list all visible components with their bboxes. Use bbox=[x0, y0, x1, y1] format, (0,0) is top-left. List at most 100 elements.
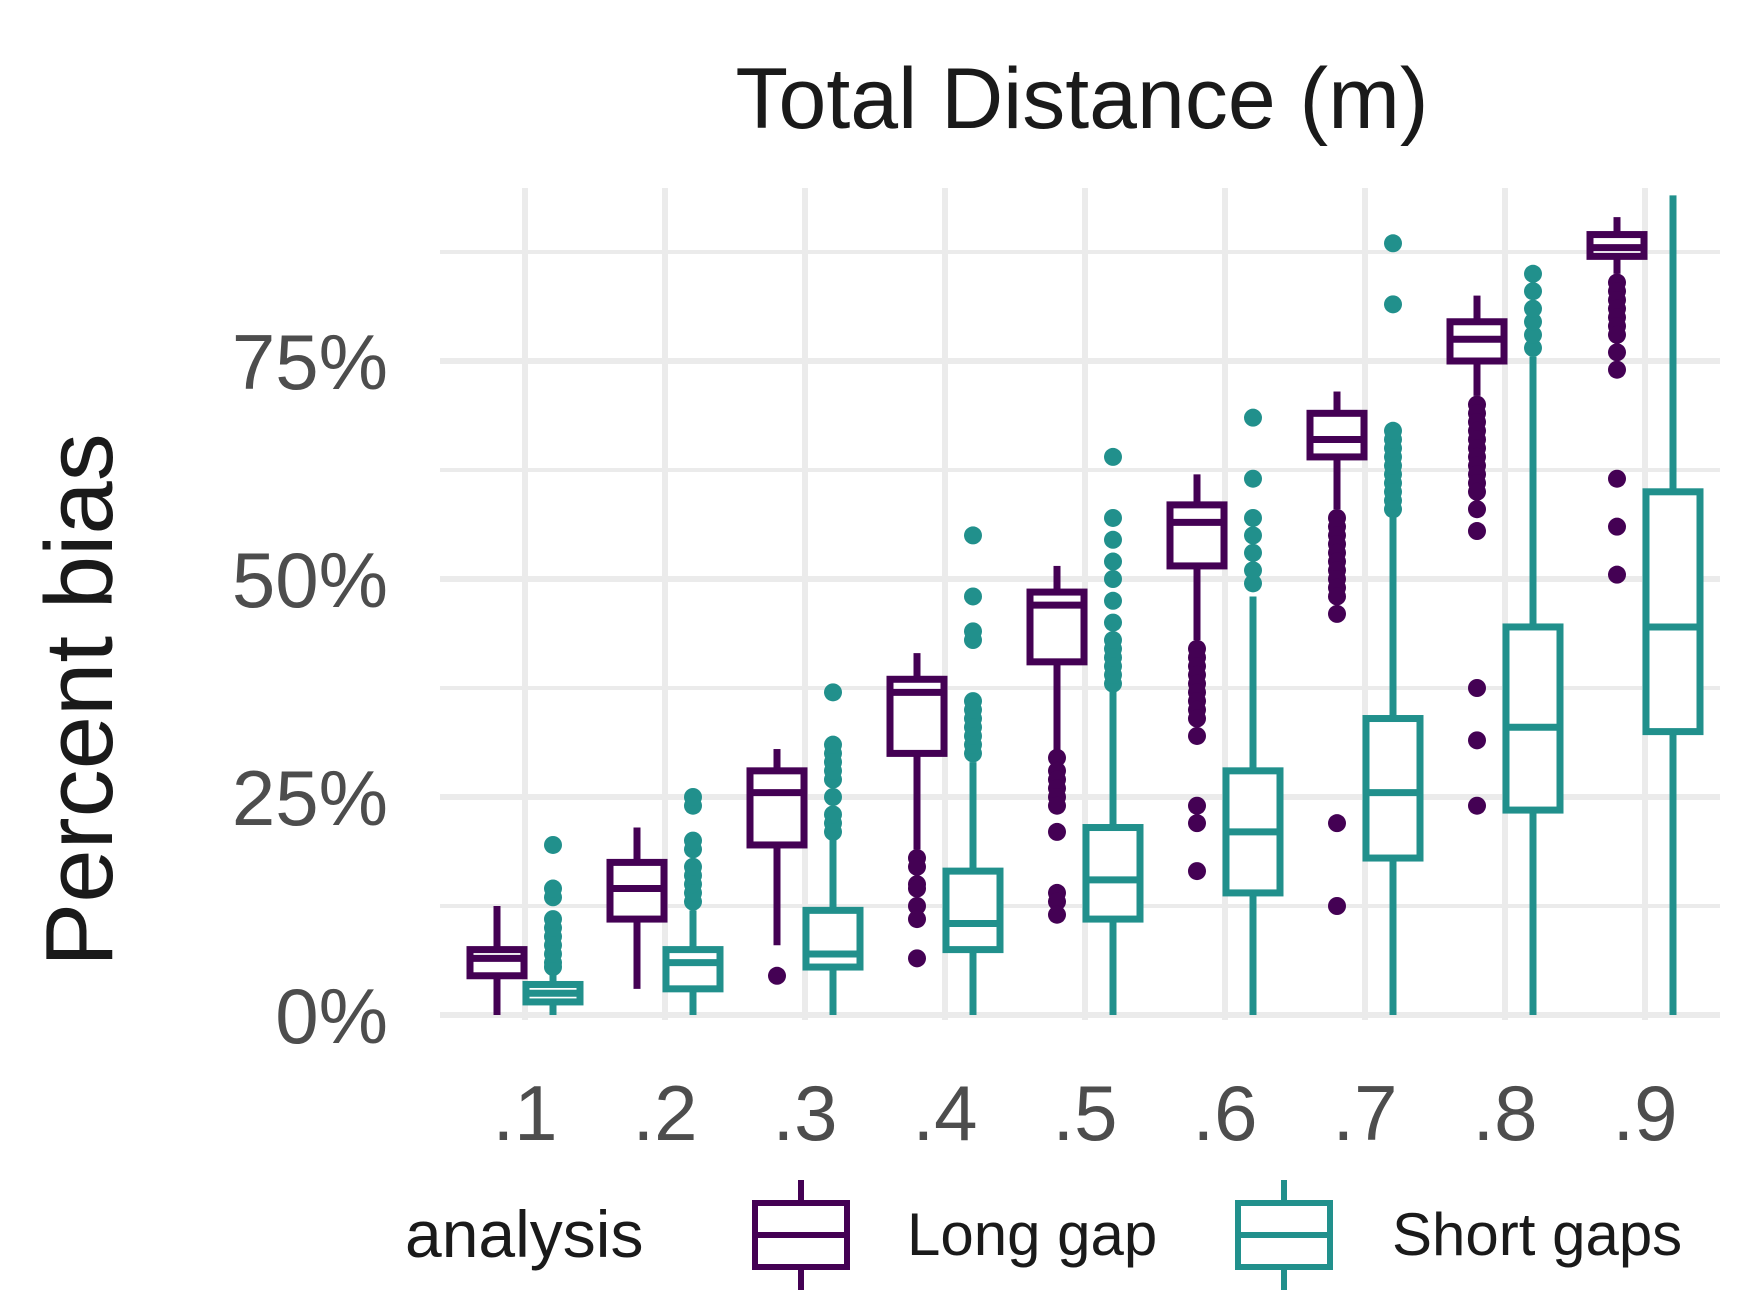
box-iqr bbox=[1502, 623, 1564, 814]
box-long-gap bbox=[1306, 391, 1368, 915]
outlier-point bbox=[1524, 282, 1542, 301]
outlier-point bbox=[908, 897, 926, 915]
box-short-gaps bbox=[1642, 195, 1704, 1015]
box-iqr bbox=[1082, 824, 1144, 923]
outlier-point bbox=[1104, 591, 1122, 610]
outlier-point bbox=[1104, 631, 1122, 650]
outlier-point bbox=[908, 857, 926, 876]
outlier-point bbox=[1048, 905, 1066, 924]
outlier-point bbox=[1104, 570, 1122, 588]
outlier-point bbox=[964, 587, 982, 606]
outlier-point bbox=[1244, 561, 1262, 580]
outlier-point bbox=[1104, 447, 1122, 466]
outlier-point bbox=[908, 910, 926, 929]
outlier-point bbox=[544, 835, 562, 854]
boxes-layer bbox=[466, 195, 1704, 1015]
outlier-point bbox=[1328, 897, 1346, 915]
y-tick-label: 50% bbox=[232, 536, 388, 624]
x-tick-label: .2 bbox=[632, 1069, 697, 1157]
outlier-point bbox=[1608, 517, 1626, 536]
outlier-point bbox=[1608, 325, 1626, 344]
box-short-gaps bbox=[662, 788, 724, 1015]
outlier-point bbox=[1328, 604, 1346, 623]
outlier-point bbox=[1188, 796, 1206, 815]
outlier-point bbox=[1104, 530, 1122, 549]
outlier-point bbox=[964, 526, 982, 545]
y-tick-label: 25% bbox=[232, 754, 388, 842]
box-long-gap bbox=[1026, 565, 1088, 924]
outlier-point bbox=[1328, 814, 1346, 833]
outlier-point bbox=[1188, 862, 1206, 881]
box-iqr bbox=[662, 946, 724, 993]
outlier-point bbox=[1244, 526, 1262, 545]
box-iqr bbox=[746, 767, 808, 849]
legend-key-long-gap bbox=[752, 1180, 850, 1290]
outlier-point bbox=[684, 857, 702, 876]
x-tick-label: .5 bbox=[1052, 1069, 1117, 1157]
outlier-point bbox=[768, 966, 786, 985]
box-long-gap bbox=[1586, 217, 1648, 584]
box-short-gaps bbox=[1362, 234, 1424, 1015]
box-long-gap bbox=[746, 749, 808, 985]
box-long-gap bbox=[466, 906, 528, 1015]
outlier-point bbox=[1524, 264, 1542, 283]
box-iqr bbox=[1306, 409, 1368, 461]
box-short-gaps bbox=[1502, 264, 1564, 1015]
box-long-gap bbox=[1166, 474, 1228, 881]
outlier-point bbox=[1384, 295, 1402, 314]
x-tick-labels: .1 .2 .3 .4 .5 .6 .7 .8 .9 bbox=[492, 1069, 1677, 1157]
x-tick-label: .8 bbox=[1472, 1069, 1537, 1157]
outlier-point bbox=[1328, 587, 1346, 606]
outlier-point bbox=[1468, 679, 1486, 697]
outlier-point bbox=[824, 683, 842, 702]
outlier-point bbox=[1384, 421, 1402, 440]
outlier-point bbox=[1188, 814, 1206, 833]
legend-key-short-gaps bbox=[1235, 1180, 1333, 1290]
outlier-point bbox=[544, 879, 562, 898]
x-tick-label: .3 bbox=[772, 1069, 837, 1157]
y-tick-label: 75% bbox=[232, 318, 388, 406]
outlier-point bbox=[1048, 748, 1066, 767]
outlier-point bbox=[1468, 500, 1486, 519]
outlier-point bbox=[824, 735, 842, 754]
box-long-gap bbox=[886, 653, 948, 968]
box-short-gaps bbox=[942, 526, 1004, 1015]
chart-title: Total Distance (m) bbox=[736, 51, 1429, 147]
outlier-point bbox=[964, 622, 982, 641]
outlier-point bbox=[908, 879, 926, 898]
outlier-point bbox=[1048, 822, 1066, 841]
box-short-gaps bbox=[1082, 447, 1144, 1015]
outlier-point bbox=[1188, 709, 1206, 728]
outlier-point bbox=[1384, 234, 1402, 253]
outlier-point bbox=[1104, 508, 1122, 527]
outlier-point bbox=[1244, 508, 1262, 527]
box-short-gaps bbox=[522, 835, 584, 1015]
outlier-point bbox=[824, 788, 842, 806]
outlier-point bbox=[1608, 343, 1626, 362]
box-long-gap bbox=[606, 827, 668, 989]
outlier-point bbox=[1608, 360, 1626, 379]
outlier-point bbox=[1524, 325, 1542, 344]
outlier-point bbox=[1104, 613, 1122, 632]
y-axis-title: Percent bias bbox=[26, 433, 133, 967]
outlier-point bbox=[544, 910, 562, 929]
box-iqr bbox=[1362, 715, 1424, 862]
outlier-point bbox=[1608, 565, 1626, 584]
box-iqr bbox=[802, 906, 864, 971]
outlier-point bbox=[824, 805, 842, 824]
box-iqr bbox=[1166, 501, 1228, 570]
x-tick-label: .9 bbox=[1612, 1069, 1677, 1157]
outlier-point bbox=[1468, 796, 1486, 815]
outlier-point bbox=[1048, 796, 1066, 815]
legend-title: analysis bbox=[405, 1197, 643, 1271]
outlier-point bbox=[908, 949, 926, 968]
x-tick-label: .4 bbox=[912, 1069, 977, 1157]
y-tick-labels: 0% 25% 50% 75% bbox=[232, 318, 388, 1060]
outlier-point bbox=[684, 788, 702, 806]
outlier-point bbox=[1468, 482, 1486, 501]
outlier-point bbox=[1524, 312, 1542, 331]
outlier-point bbox=[1524, 299, 1542, 318]
x-tick-label: .1 bbox=[492, 1069, 557, 1157]
outlier-point bbox=[1468, 731, 1486, 750]
